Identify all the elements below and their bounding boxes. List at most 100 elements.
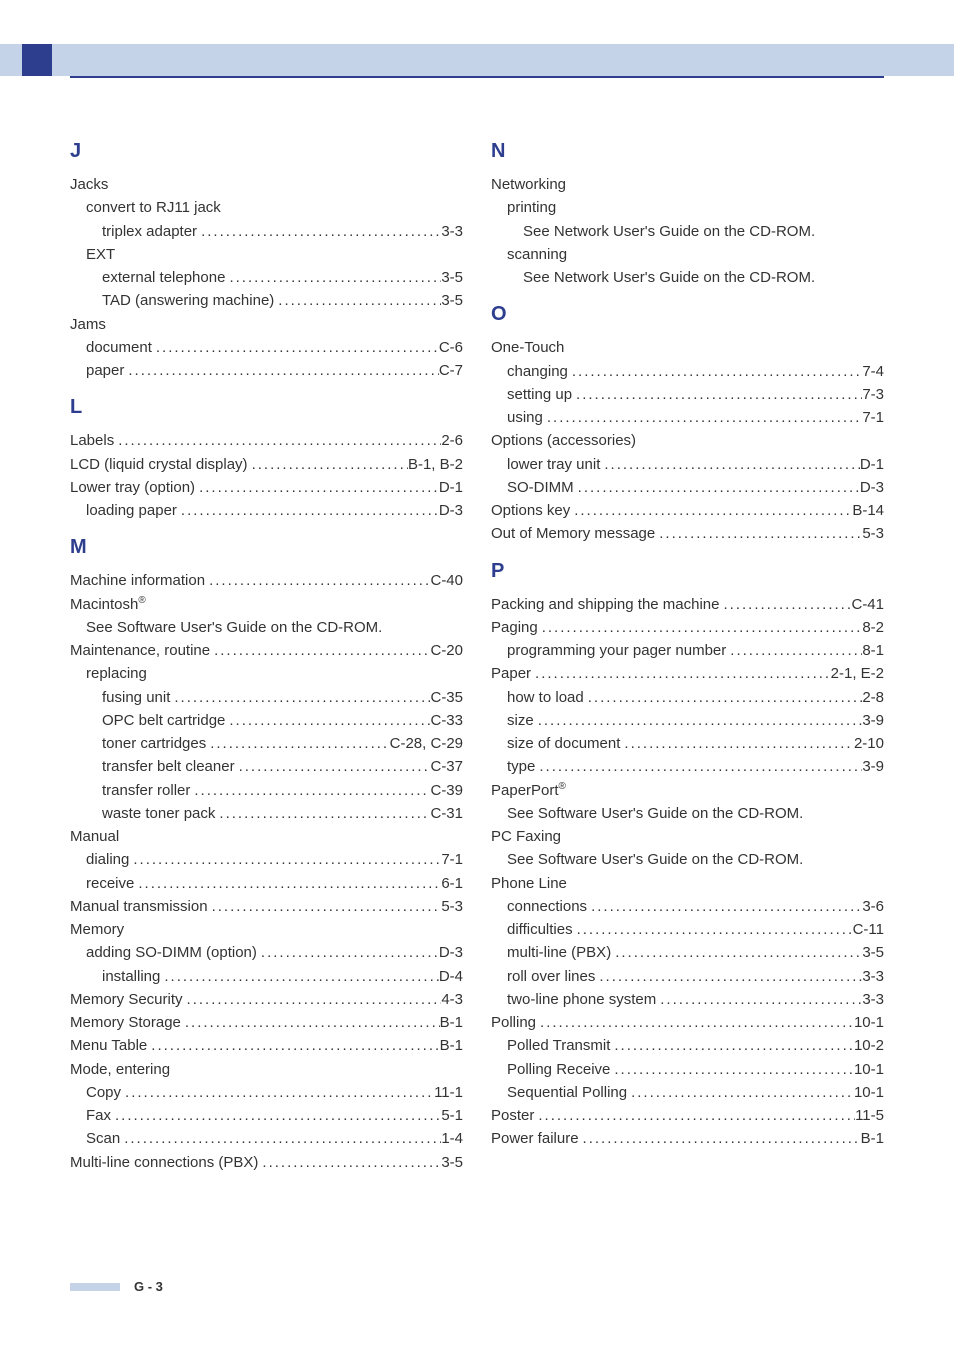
index-entry: size of document2-10 (491, 732, 884, 755)
index-entry-page: 5-3 (441, 895, 463, 918)
index-entry: fusing unitC-35 (70, 686, 463, 709)
index-text: scanning (491, 243, 884, 266)
index-text: One-Touch (491, 336, 884, 359)
index-entry-page: 10-1 (854, 1011, 884, 1034)
index-entry: dialing 7-1 (70, 848, 463, 871)
index-entry-page: 10-2 (854, 1034, 884, 1057)
index-entry-label: Copy (86, 1081, 121, 1104)
index-entry-page: C-40 (430, 569, 463, 592)
index-entry-page: 7-3 (862, 383, 884, 406)
index-entry: SO-DIMMD-3 (491, 476, 884, 499)
dot-leader (610, 1034, 854, 1057)
index-entry: Labels2-6 (70, 429, 463, 452)
index-entry: roll over lines3-3 (491, 965, 884, 988)
index-entry-label: Paging (491, 616, 538, 639)
index-text-label: replacing (86, 665, 147, 682)
index-entry-label: Memory Security (70, 988, 183, 1011)
index-entry-page: C-37 (430, 755, 463, 778)
index-text-label: See Software User's Guide on the CD-ROM. (507, 851, 803, 868)
index-entry-label: Polling (491, 1011, 536, 1034)
dot-leader (572, 383, 862, 406)
index-text: Options (accessories) (491, 429, 884, 452)
dot-leader (210, 639, 430, 662)
index-entry-label: triplex adapter (102, 220, 197, 243)
index-entry: external telephone 3-5 (70, 266, 463, 289)
section-letter: M (70, 536, 463, 559)
index-entry: TAD (answering machine)3-5 (70, 289, 463, 312)
dot-leader (257, 941, 439, 964)
index-entry-page: D-4 (439, 965, 463, 988)
index-entry: receive6-1 (70, 872, 463, 895)
dot-leader (124, 359, 438, 382)
footer-page-number: G - 3 (134, 1279, 163, 1294)
index-entry-page: C-39 (430, 779, 463, 802)
index-entry-label: programming your pager number (507, 639, 726, 662)
index-entry-page: C-31 (430, 802, 463, 825)
index-entry-label: adding SO-DIMM (option) (86, 941, 257, 964)
index-text-label: Networking (491, 176, 566, 193)
index-entry: transfer rollerC-39 (70, 779, 463, 802)
dot-leader (534, 1104, 855, 1127)
dot-leader (205, 569, 430, 592)
index-entry: two-line phone system3-3 (491, 988, 884, 1011)
index-entry-label: dialing (86, 848, 129, 871)
index-entry-label: Poster (491, 1104, 534, 1127)
index-text-label: See Software User's Guide on the CD-ROM. (86, 619, 382, 636)
dot-leader (573, 918, 853, 941)
index-entry-label: external telephone (102, 266, 225, 289)
dot-leader (111, 1104, 441, 1127)
index-entry: Paper2-1, E-2 (491, 662, 884, 685)
dot-leader (114, 429, 441, 452)
index-text: convert to RJ11 jack (70, 196, 463, 219)
dot-leader (225, 266, 441, 289)
index-entry-page: C-11 (853, 918, 884, 941)
index-text: Memory (70, 918, 463, 941)
index-text: Mode, entering (70, 1058, 463, 1081)
dot-leader (535, 755, 862, 778)
index-entry-page: 7-1 (441, 848, 463, 871)
dot-leader (579, 1127, 861, 1150)
index-entry: Multi-line connections (PBX)3-5 (70, 1151, 463, 1174)
index-entry: Fax5-1 (70, 1104, 463, 1127)
dot-leader (570, 499, 852, 522)
index-entry-label: document (86, 336, 152, 359)
index-entry: lower tray unitD-1 (491, 453, 884, 476)
index-text-label: See Network User's Guide on the CD-ROM. (523, 269, 815, 286)
index-text-label: See Network User's Guide on the CD-ROM. (523, 223, 815, 240)
section-letter: N (491, 140, 884, 163)
index-text: replacing (70, 662, 463, 685)
index-entry-label: Multi-line connections (PBX) (70, 1151, 258, 1174)
index-text-label: PC Faxing (491, 828, 561, 845)
index-text-label: Phone Line (491, 875, 567, 892)
index-entry-page: 3-5 (441, 266, 463, 289)
dot-leader (147, 1034, 439, 1057)
index-entry-page: 6-1 (441, 872, 463, 895)
footer-bar (70, 1283, 120, 1291)
index-entry-label: loading paper (86, 499, 177, 522)
index-entry-label: SO-DIMM (507, 476, 574, 499)
right-column: NNetworkingprintingSee Network User's Gu… (491, 140, 884, 1174)
index-entry-label: Lower tray (option) (70, 476, 195, 499)
header-bar (0, 44, 954, 76)
index-entry-label: Manual transmission (70, 895, 208, 918)
index-entry-label: paper (86, 359, 124, 382)
index-entry: Out of Memory message5-3 (491, 522, 884, 545)
dot-leader (611, 941, 862, 964)
header-tab (22, 44, 52, 76)
index-text-label: Memory (70, 921, 124, 938)
index-text: Jacks (70, 173, 463, 196)
index-entry-label: Scan (86, 1127, 120, 1150)
index-entry-page: B-1 (861, 1127, 884, 1150)
index-entry-page: 3-9 (862, 755, 884, 778)
index-text: See Software User's Guide on the CD-ROM. (70, 616, 463, 639)
index-entry-label: Labels (70, 429, 114, 452)
index-entry-page: C-20 (430, 639, 463, 662)
index-entry: Polling Receive10-1 (491, 1058, 884, 1081)
dot-leader (134, 872, 441, 895)
dot-leader (531, 662, 831, 685)
index-entry: Memory Security4-3 (70, 988, 463, 1011)
index-text: EXT (70, 243, 463, 266)
index-entry-page: B-1, B-2 (408, 453, 463, 476)
index-text-label: Macintosh (70, 596, 138, 613)
index-entry-page: 2-10 (854, 732, 884, 755)
